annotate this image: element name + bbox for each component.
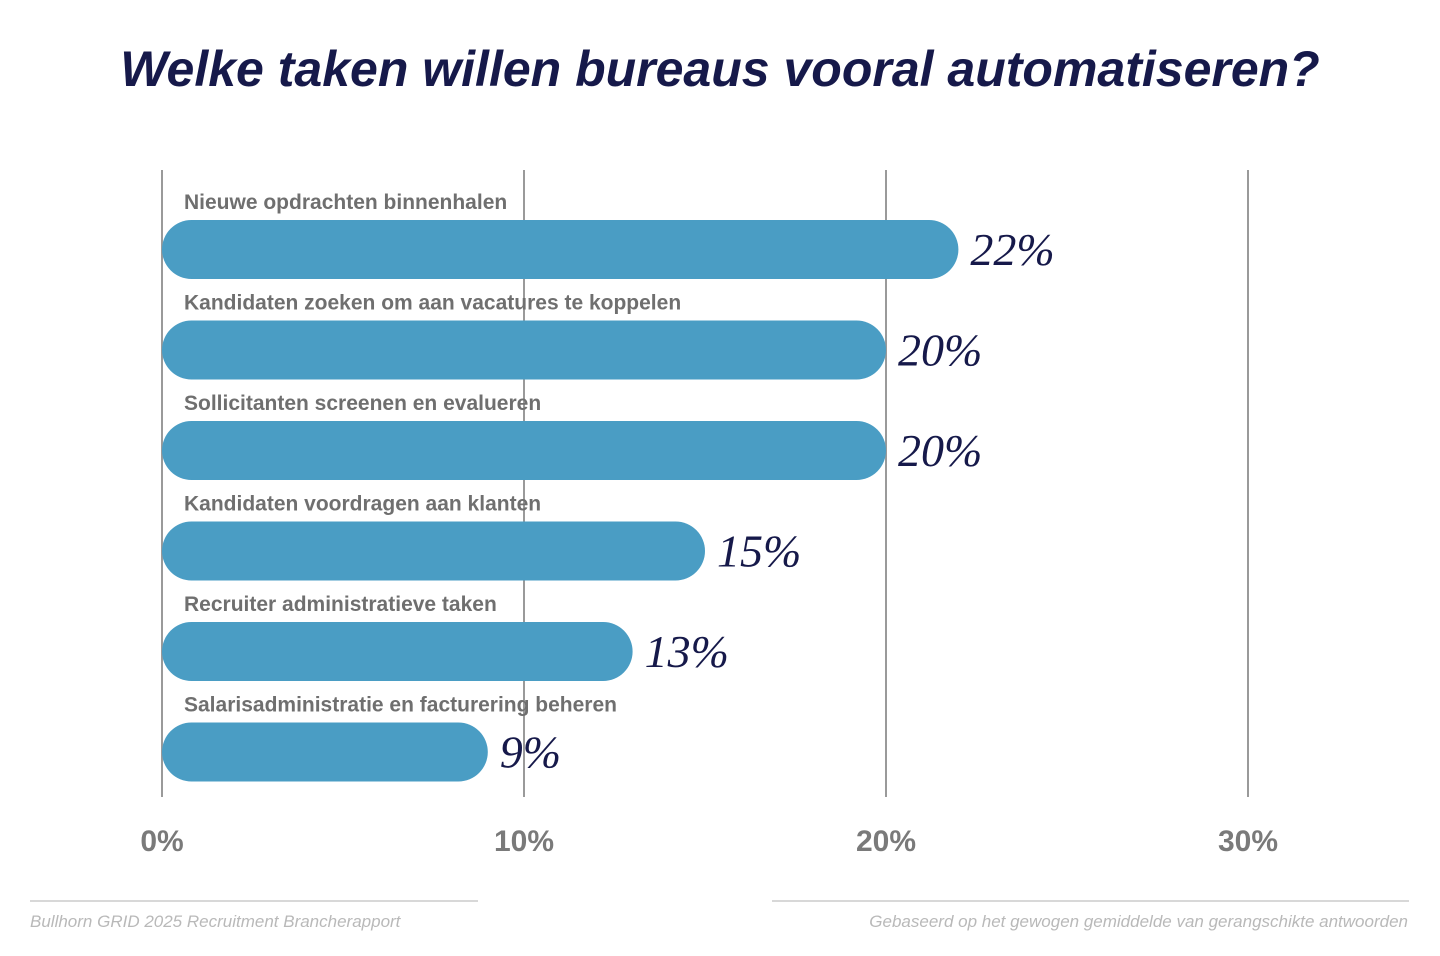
bar <box>162 421 886 480</box>
x-tick-label-30: 30% <box>1218 825 1278 858</box>
footer-source: Bullhorn GRID 2025 Recruitment Branchera… <box>30 912 401 931</box>
bar <box>162 220 959 279</box>
value-label: 20% <box>898 425 982 476</box>
x-tick-label-20: 20% <box>856 825 916 858</box>
category-label: Sollicitanten screenen en evalueren <box>184 392 541 415</box>
footer-left-rule <box>30 900 478 902</box>
footer-note: Gebaseerd op het gewogen gemiddelde van … <box>869 912 1408 931</box>
value-label: 13% <box>645 626 729 677</box>
footer-right-rule <box>772 900 1409 902</box>
bar <box>162 320 886 380</box>
x-tick-label-0: 0% <box>140 825 183 858</box>
category-label: Recruiter administratieve taken <box>184 593 497 616</box>
bar <box>162 722 488 782</box>
bar <box>162 521 705 581</box>
category-label: Kandidaten zoeken om aan vacatures te ko… <box>184 292 681 315</box>
value-label: 22% <box>970 224 1054 275</box>
x-tick-label-10: 10% <box>494 825 554 858</box>
category-label: Kandidaten voordragen aan klanten <box>184 493 541 516</box>
category-label: Nieuwe opdrachten binnenhalen <box>184 191 507 214</box>
value-label: 15% <box>717 526 801 577</box>
value-label: 9% <box>500 727 561 778</box>
bar <box>162 622 633 681</box>
category-label: Salarisadministratie en facturering behe… <box>184 694 617 717</box>
value-label: 20% <box>898 325 982 376</box>
chart-title: Welke taken willen bureaus vooral automa… <box>120 41 1320 97</box>
